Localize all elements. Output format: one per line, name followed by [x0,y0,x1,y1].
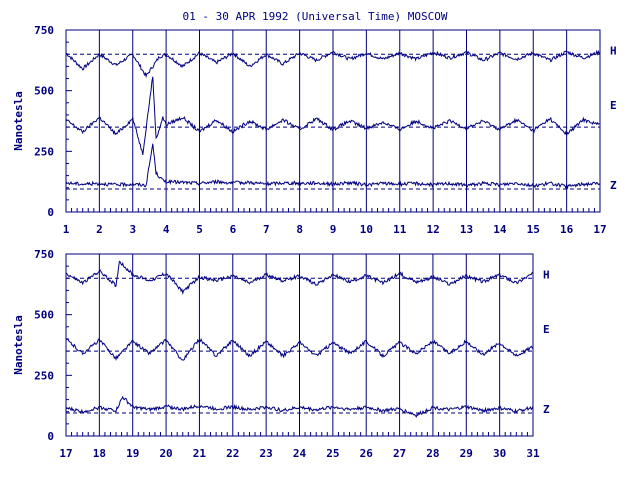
component-label-e: E [610,99,617,112]
series-trace-h [65,49,601,79]
y-tick-label: 500 [34,85,54,98]
y-tick-label: 250 [34,369,54,382]
x-tick-label: 11 [393,223,407,236]
x-tick-label: 12 [427,223,440,236]
x-tick-label: 13 [460,223,473,236]
x-tick-label: 7 [263,223,270,236]
x-tick-label: 23 [260,447,273,460]
x-tick-label: 2 [96,223,103,236]
chart-title: 01 - 30 APR 1992 (Universal Time) MOSCOW [183,10,448,23]
y-axis-label: Nanotesla [12,315,25,375]
series-trace-z [65,143,601,190]
x-tick-label: 10 [360,223,373,236]
panel-bottom: 0 250 500 750 17 18 19 20 21 22 23 24 25 26 27 28 29 30 31… [12,248,550,460]
x-tick-label: 8 [296,223,303,236]
x-tick-label: 21 [193,447,207,460]
component-label-z: Z [543,403,550,416]
x-tick-label: 31 [526,447,540,460]
plot-frame [65,29,601,213]
series-trace-z [65,395,534,418]
x-tick-label: 4 [163,223,170,236]
x-tick-label: 29 [460,447,473,460]
x-tick-label: 19 [126,447,139,460]
x-tick-label: 6 [230,223,237,236]
x-tick-label: 17 [59,447,72,460]
x-tick-label: 24 [293,447,307,460]
x-tick-label: 17 [593,223,606,236]
x-tick-label: 20 [159,447,172,460]
y-tick-label: 750 [34,24,54,37]
x-tick-label: 18 [93,447,106,460]
x-tick-label: 15 [527,223,540,236]
plot-frame [65,253,534,437]
y-tick-label: 0 [47,430,54,443]
series-trace-e [65,76,600,155]
y-tick-label: 250 [34,145,54,158]
x-tick-label: 9 [330,223,337,236]
component-label-h: H [610,44,617,57]
component-label-e: E [543,323,550,336]
series-trace-h [65,260,534,296]
y-tick-label: 500 [34,309,54,322]
x-tick-label: 25 [326,447,339,460]
y-tick-label: 750 [34,248,54,261]
x-tick-label: 16 [560,223,574,236]
x-tick-label: 5 [196,223,203,236]
x-tick-label: 3 [129,223,136,236]
y-axis-label: Nanotesla [12,91,25,151]
x-tick-label: 14 [493,223,507,236]
y-tick-label: 0 [47,206,54,219]
series-trace-e [65,337,534,361]
component-label-h: H [543,268,550,281]
component-label-z: Z [610,179,617,192]
x-tick-label: 27 [393,447,406,460]
x-tick-label: 26 [360,447,374,460]
x-tick-label: 28 [426,447,439,460]
x-tick-label: 30 [493,447,506,460]
x-tick-label: 1 [63,223,70,236]
x-tick-label: 22 [226,447,239,460]
